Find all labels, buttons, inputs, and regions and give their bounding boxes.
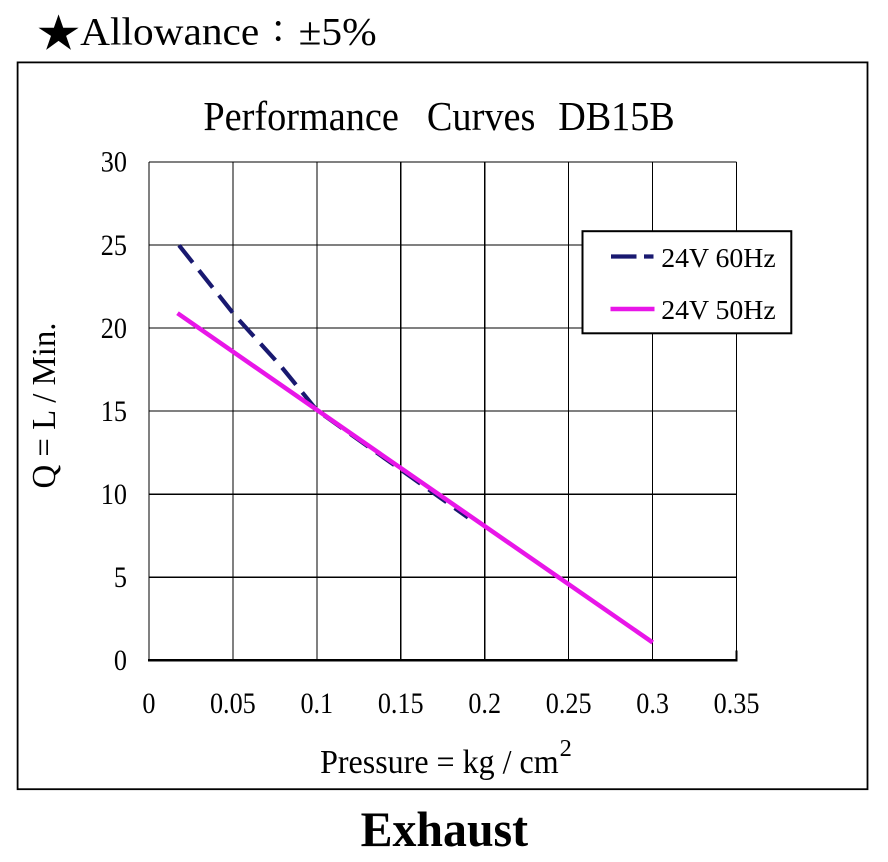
svg-text:0: 0: [114, 645, 127, 677]
svg-text:0.3: 0.3: [636, 688, 669, 720]
svg-text:2: 2: [560, 735, 572, 762]
svg-text:25: 25: [101, 230, 127, 262]
svg-text:Exhaust: Exhaust: [361, 802, 529, 857]
svg-text:15: 15: [101, 396, 127, 428]
svg-text:0.05: 0.05: [210, 688, 256, 720]
svg-text:0: 0: [142, 688, 155, 720]
svg-text:0.25: 0.25: [546, 688, 592, 720]
svg-text:20: 20: [101, 313, 127, 345]
svg-text:0.2: 0.2: [468, 688, 501, 720]
svg-text:24V 60Hz: 24V 60Hz: [661, 243, 776, 274]
svg-text:0.15: 0.15: [378, 688, 424, 720]
svg-text:5: 5: [114, 562, 127, 594]
svg-text:Allowance: Allowance: [80, 10, 259, 54]
svg-text:10: 10: [101, 479, 127, 511]
svg-text:0.35: 0.35: [714, 688, 760, 720]
svg-text:Curves: Curves: [427, 93, 536, 139]
svg-text:±5%: ±5%: [299, 10, 377, 54]
svg-text:24V 50Hz: 24V 50Hz: [661, 295, 776, 326]
svg-text:Performance: Performance: [203, 93, 399, 139]
svg-text:Q = L / Min.: Q = L / Min.: [26, 323, 63, 489]
svg-text:0.1: 0.1: [300, 688, 333, 720]
svg-text:30: 30: [101, 147, 127, 179]
svg-text:DB15B: DB15B: [558, 93, 675, 139]
svg-text:Pressure = kg / cm: Pressure = kg / cm: [320, 744, 558, 781]
